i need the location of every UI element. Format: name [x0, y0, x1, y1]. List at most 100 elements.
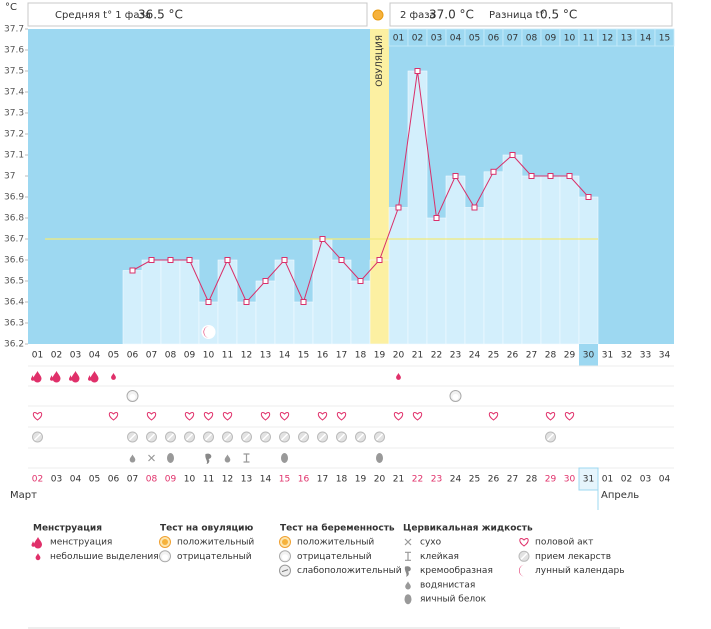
x-tick-label: 19	[374, 351, 386, 361]
drop	[31, 541, 35, 547]
cross	[404, 538, 412, 546]
y-tick-label: 36.4	[4, 298, 24, 308]
icon-egg	[404, 594, 412, 605]
test-in	[282, 539, 288, 545]
icon-pill	[279, 431, 290, 443]
icon-neg	[449, 390, 462, 402]
phase1-value: 36.5 °C	[138, 8, 183, 22]
temp-point	[585, 194, 592, 200]
drop	[50, 375, 54, 381]
icon-pos	[159, 536, 171, 548]
drop	[396, 373, 401, 380]
creamy	[404, 566, 411, 577]
icon-creamy	[205, 453, 212, 464]
creamy	[205, 453, 212, 464]
heart	[488, 412, 499, 421]
date-label: 10	[184, 475, 196, 485]
temp-point	[148, 257, 155, 263]
date-label: 14	[260, 475, 272, 485]
pill-line	[337, 433, 346, 441]
temp-bar	[445, 175, 466, 345]
date-label: 09	[165, 475, 177, 485]
icon-heavy	[69, 371, 80, 383]
moon	[519, 564, 525, 577]
temp-bar	[236, 301, 257, 345]
heart	[336, 412, 347, 421]
x-tick-label: 13	[260, 351, 271, 361]
cross	[148, 454, 155, 462]
temp-point	[509, 152, 516, 158]
icon-pill	[545, 431, 556, 443]
y-tick-label: 37.7	[4, 25, 24, 35]
phase2-box	[389, 2, 673, 27]
heart	[317, 412, 328, 421]
temp-bar	[502, 154, 523, 345]
icon-heavy	[31, 537, 42, 549]
x-tick-label: 20	[393, 351, 405, 361]
legend-item: отрицательный	[297, 552, 372, 562]
x-tick-label: 21	[412, 351, 423, 361]
pill-line	[356, 433, 365, 441]
legend-item: слабоположительный	[297, 566, 402, 576]
heart	[393, 412, 404, 421]
legend-title: Тест на овуляцию	[160, 524, 253, 534]
y-unit: °C	[5, 2, 17, 13]
temp-bar	[312, 238, 333, 345]
icon-pill	[298, 431, 309, 443]
temp-point	[281, 257, 288, 263]
x-tick-label: 25	[488, 351, 499, 361]
icon-heavy	[50, 371, 61, 383]
date-label: 12	[222, 475, 233, 485]
pill-line	[33, 433, 42, 441]
x-tick-label: 14	[279, 351, 291, 361]
test-in	[162, 539, 168, 545]
x-tick-label: 10	[203, 351, 215, 361]
date-label: 21	[393, 475, 404, 485]
drop	[224, 454, 231, 463]
luteal-day: 15	[659, 34, 670, 44]
x-tick-label: 28	[545, 351, 557, 361]
date-label: 20	[374, 475, 386, 485]
temp-bar	[578, 196, 599, 345]
temp-point	[452, 173, 459, 179]
heart	[412, 412, 423, 421]
heart	[203, 412, 214, 421]
sun-icon	[372, 9, 384, 21]
temp-bar	[388, 207, 409, 345]
x-tick-label: 01	[32, 351, 43, 361]
icon-pill	[241, 431, 252, 443]
pill-line	[280, 433, 289, 441]
temp-bar	[179, 259, 200, 345]
pill-line	[318, 433, 327, 441]
test-in	[281, 569, 289, 573]
legend-item: положительный	[177, 538, 254, 548]
x-tick-label: 16	[317, 351, 329, 361]
legend-item: яичный белок	[420, 595, 487, 605]
date-label: 23	[431, 475, 442, 485]
date-label: 15	[279, 475, 290, 485]
date-label: 18	[336, 475, 348, 485]
temp-point	[186, 257, 193, 263]
temp-point	[471, 204, 478, 211]
date-label: 30	[564, 475, 576, 485]
luteal-day: 11	[583, 34, 594, 44]
x-tick-label: 07	[146, 351, 157, 361]
temp-bar	[160, 259, 181, 345]
icon-moon	[519, 564, 525, 577]
icon-heavy	[31, 371, 42, 383]
x-tick-label: 18	[355, 351, 367, 361]
icon-egg	[167, 453, 174, 463]
temp-bar	[350, 280, 371, 345]
date-label: 01	[602, 475, 613, 485]
luteal-day: 10	[564, 34, 576, 44]
icon-light	[35, 553, 41, 561]
egg	[281, 453, 288, 463]
date-label: 25	[469, 475, 480, 485]
temp-bar	[407, 70, 428, 345]
legend-item: сухо	[420, 538, 442, 548]
x-tick-label: 11	[222, 351, 233, 361]
legend-item: небольшие выделения	[50, 552, 159, 562]
icon-heart	[146, 412, 157, 421]
icon-heavy	[88, 371, 99, 383]
